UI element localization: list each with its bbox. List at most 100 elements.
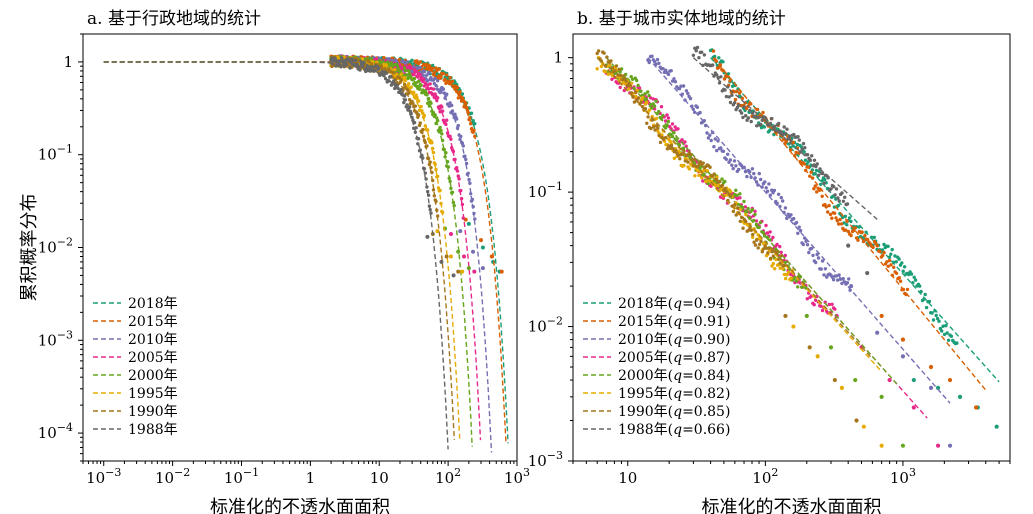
tail-point: [439, 259, 444, 264]
data-point: [757, 242, 762, 247]
data-point: [639, 100, 643, 105]
data-point: [653, 60, 657, 64]
data-point: [382, 73, 386, 78]
data-point: [849, 233, 853, 238]
data-point: [627, 87, 631, 91]
data-point: [763, 234, 767, 238]
data-point: [668, 146, 672, 150]
data-point: [865, 237, 870, 242]
data-point: [944, 323, 948, 328]
data-point: [775, 201, 779, 206]
data-point: [628, 84, 632, 88]
data-point: [640, 105, 645, 109]
data-point: [723, 186, 727, 191]
data-point: [776, 192, 781, 196]
data-point: [637, 86, 642, 90]
y-tick-label: 1: [553, 49, 563, 67]
data-point: [778, 261, 782, 265]
data-point: [683, 159, 687, 163]
data-point: [602, 51, 606, 55]
data-point: [697, 173, 701, 177]
data-point: [890, 247, 894, 252]
data-point: [380, 69, 384, 74]
data-point: [358, 68, 362, 72]
data-point: [911, 281, 915, 285]
data-point: [814, 168, 819, 173]
y-axis-title: 累积概率分布: [19, 194, 40, 302]
data-point: [445, 73, 449, 77]
data-point: [768, 121, 773, 126]
data-point: [743, 169, 748, 174]
data-point: [813, 298, 818, 302]
data-point: [417, 87, 422, 92]
data-point: [451, 149, 456, 154]
data-point: [420, 153, 424, 157]
data-point: [912, 275, 916, 279]
data-point: [425, 144, 429, 148]
data-point: [427, 104, 432, 108]
data-point: [805, 297, 809, 301]
fit-line-0: [710, 57, 1000, 383]
data-point: [469, 111, 474, 115]
data-point: [384, 71, 389, 75]
data-point: [435, 69, 439, 73]
y-tick-label: 10−3: [38, 328, 73, 349]
data-point: [753, 114, 757, 119]
data-point: [836, 278, 840, 282]
legend-label: 2018年: [128, 296, 178, 312]
data-point: [845, 223, 849, 227]
data-point: [796, 135, 800, 139]
data-point: [762, 247, 766, 251]
data-point: [428, 82, 432, 86]
tail-point: [875, 330, 880, 335]
data-point: [786, 270, 791, 275]
data-point: [651, 125, 656, 129]
data-point: [690, 158, 694, 162]
data-point: [434, 199, 438, 204]
data-point: [808, 158, 813, 162]
data-point: [695, 45, 700, 50]
data-point: [794, 220, 799, 225]
data-point: [797, 138, 801, 142]
data-point: [765, 231, 770, 235]
data-point: [614, 64, 619, 68]
data-point: [434, 66, 438, 70]
data-point: [841, 277, 845, 281]
data-point: [409, 65, 413, 70]
data-point: [455, 85, 460, 90]
data-point: [700, 50, 704, 54]
data-point: [729, 189, 733, 194]
data-point: [632, 86, 636, 91]
data-point: [423, 171, 427, 175]
data-point: [798, 228, 803, 233]
data-point: [726, 198, 730, 203]
data-point: [383, 67, 387, 71]
data-point: [416, 79, 421, 84]
data-point: [647, 60, 651, 65]
data-point: [802, 150, 806, 154]
data-point: [830, 302, 834, 306]
data-point: [949, 334, 954, 338]
data-point: [664, 68, 668, 72]
data-point: [373, 68, 377, 73]
data-point: [685, 153, 689, 158]
data-point: [421, 134, 426, 138]
data-point: [403, 68, 408, 73]
tail-point: [900, 337, 906, 342]
data-point: [684, 144, 688, 148]
x-tick-label: 103: [504, 466, 530, 487]
tail-point: [887, 377, 892, 383]
data-point: [897, 257, 901, 261]
legend-label: 2000年(q=0.84): [618, 368, 730, 384]
data-point: [927, 299, 932, 304]
y-tick-label: 10−4: [38, 421, 73, 442]
data-point: [771, 254, 775, 258]
data-point: [729, 194, 733, 198]
data-point: [803, 146, 807, 150]
data-point: [754, 222, 759, 227]
tail-point: [444, 254, 449, 259]
data-point: [437, 67, 441, 71]
legend-label: 1995年: [128, 386, 178, 402]
data-point: [659, 105, 664, 109]
data-point: [693, 174, 697, 178]
